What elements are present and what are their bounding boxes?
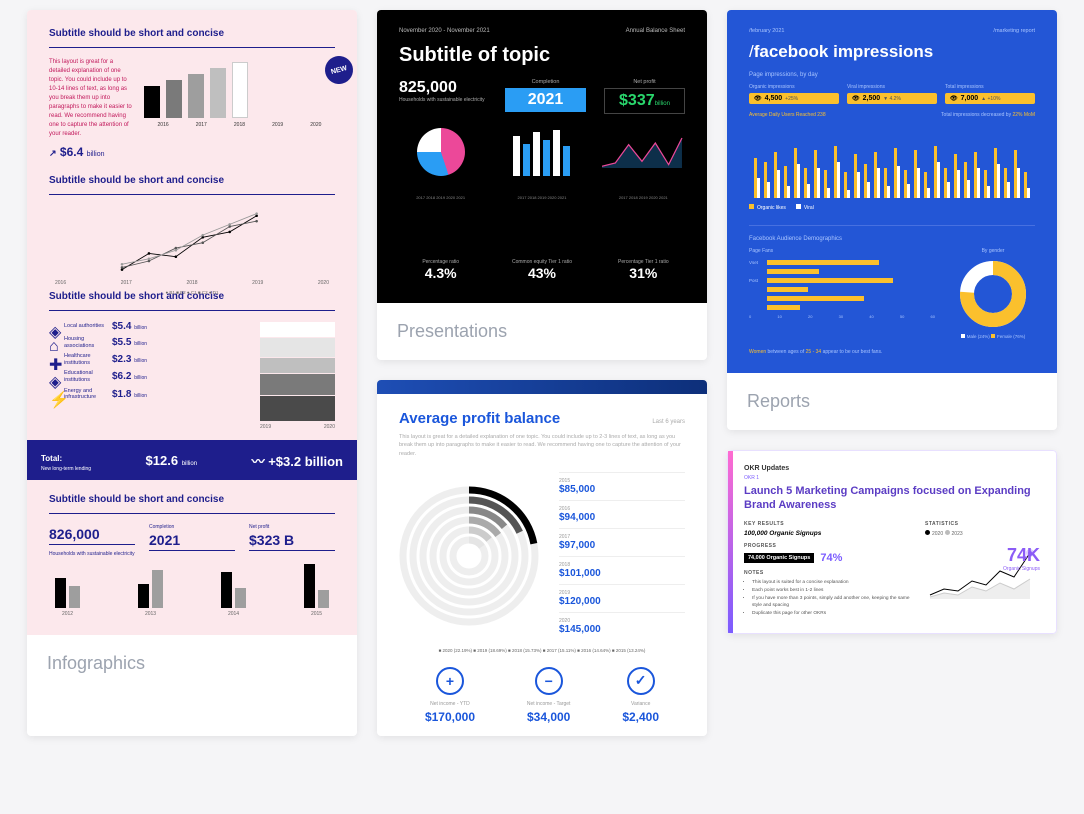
insight-note: Women between ages of 25 - 34 appear to …	[749, 349, 1035, 355]
card-label: Infographics	[27, 635, 357, 692]
spark-chart: 74KOrganic Signups	[925, 541, 1040, 599]
kpi-row: Organic impressions👁4,500+25%Viral impre…	[749, 84, 1035, 104]
candle-chart	[749, 126, 1035, 198]
stacked-bar-chart: 20192020	[260, 321, 335, 430]
okr-card: OKR Updates OKR 1 Launch 5 Marketing Cam…	[727, 450, 1057, 634]
stats-row: 826,000Households with sustainable elect…	[49, 524, 335, 559]
info-sec2-title: Subtitle should be short and concise	[49, 175, 335, 186]
pie-chart	[417, 128, 465, 176]
donut-chart	[959, 260, 1027, 328]
template-grid: Subtitle should be short and concise Thi…	[10, 10, 1074, 736]
info-sec1-title: Subtitle should be short and concise	[49, 28, 335, 39]
rep-title: /facebook impressions	[749, 42, 1035, 62]
info-sec1-stat: ↗ $6.4 billion	[49, 145, 134, 159]
pres-title: Subtitle of topic	[399, 44, 685, 67]
okr-title: Launch 5 Marketing Campaigns focused on …	[744, 484, 1040, 513]
area-chart	[602, 128, 685, 168]
presentations-card: November 2020 - November 2021Annual Bala…	[377, 10, 707, 360]
ring-chart	[399, 486, 539, 626]
year-list: 2015$85,0002016$94,0002017$97,0002018$10…	[559, 472, 685, 640]
reports-card: /february 2021/marketing report /faceboo…	[727, 10, 1057, 430]
metric-icons: +Net income - YTD$170,000−Net income - T…	[399, 667, 685, 724]
pct-row: Percentage ratio4.3%Common equity Tier 1…	[399, 259, 685, 281]
info-bar-chart: 20162017201820192020	[144, 58, 335, 118]
info-sec1-desc: This layout is great for a detailed expl…	[49, 58, 134, 139]
card-label: Presentations	[377, 303, 707, 360]
sector-list: ◈Local authorities$5.4 billion⌂Housing a…	[49, 321, 248, 430]
hbar-chart: VsetPost	[749, 260, 935, 310]
info-sec4-title: Subtitle should be short and concise	[49, 494, 335, 505]
card-label: Reports	[727, 373, 1057, 430]
total-bar: Total:New long-term lending $12.6 billio…	[27, 440, 357, 480]
bar-chart	[500, 128, 583, 176]
infographics-card: Subtitle should be short and concise Thi…	[27, 10, 357, 736]
profit-card: Average profit balanceLast 6 years This …	[377, 380, 707, 736]
info-line-chart: 20162017201820192020 ● B1 ■ B2 ● C1 ■ C2…	[49, 205, 335, 275]
paired-bar-chart: 2012201320142015	[49, 569, 335, 617]
